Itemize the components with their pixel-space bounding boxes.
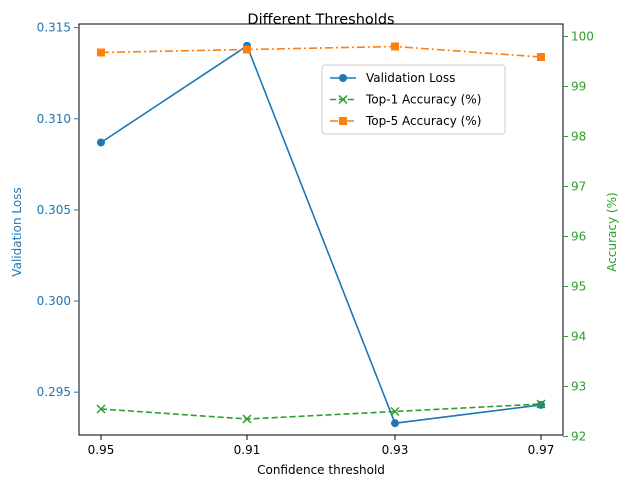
legend-label: Top-5 Accuracy (%) bbox=[365, 114, 481, 128]
y-right-tick-label: 99 bbox=[571, 80, 586, 94]
series-line-3 bbox=[100, 45, 542, 58]
y-right-tick-label: 94 bbox=[571, 330, 586, 344]
y-right-tick-label: 97 bbox=[571, 180, 586, 194]
legend-label: Validation Loss bbox=[366, 71, 455, 85]
legend-marker bbox=[339, 117, 347, 125]
y-left-tick-label: 0.300 bbox=[37, 294, 71, 308]
series-3-point bbox=[537, 53, 545, 61]
data-markers bbox=[96, 41, 546, 428]
y-axis-left: 0.295 0.300 0.305 0.310 0.315 bbox=[37, 21, 79, 399]
y-right-tick-label: 100 bbox=[571, 30, 594, 44]
x-tick-label: 0.95 bbox=[88, 443, 115, 457]
y-left-tick-label: 0.295 bbox=[37, 385, 71, 399]
y-left-tick-label: 0.315 bbox=[37, 21, 71, 35]
x-tick-label: 0.91 bbox=[234, 443, 261, 457]
y-axis-right-label: Accuracy (%) bbox=[605, 192, 619, 271]
y-right-tick-label: 95 bbox=[571, 280, 586, 294]
series-2-point bbox=[96, 404, 106, 414]
x-tick-label: 0.93 bbox=[382, 443, 409, 457]
series-line-1 bbox=[100, 44, 542, 425]
y-left-tick-label: 0.310 bbox=[37, 112, 71, 126]
y-right-tick-label: 96 bbox=[571, 230, 586, 244]
y-right-tick-label: 92 bbox=[571, 430, 586, 444]
series-3-point bbox=[391, 42, 399, 51]
legend-marker bbox=[338, 94, 348, 105]
x-axis: 0.95 0.91 0.93 0.97 bbox=[88, 435, 555, 457]
y-axis-right: 92 93 94 95 96 97 98 99 100 bbox=[563, 30, 594, 444]
plot-frame bbox=[78, 23, 564, 436]
series-2-point bbox=[242, 414, 252, 424]
plot-lines bbox=[100, 44, 542, 425]
x-axis-label: Confidence threshold bbox=[257, 463, 385, 477]
legend-marker bbox=[339, 74, 347, 82]
series-1-point bbox=[97, 138, 105, 147]
y-right-tick-label: 93 bbox=[571, 380, 586, 394]
chart-title: Different Thresholds bbox=[247, 12, 394, 28]
y-left-tick-label: 0.305 bbox=[37, 203, 71, 217]
legend-label: Top-1 Accuracy (%) bbox=[365, 93, 481, 107]
legend: Validation Loss Top-1 Accuracy (%) Top-5 A… bbox=[321, 64, 506, 135]
x-tick-label: 0.97 bbox=[528, 443, 555, 457]
legend-box bbox=[321, 64, 506, 135]
series-line-2 bbox=[100, 403, 542, 420]
y-right-tick-label: 98 bbox=[571, 130, 586, 144]
series-2-point bbox=[390, 406, 400, 417]
series-3-point bbox=[97, 48, 105, 57]
series-3-point bbox=[243, 45, 251, 54]
y-axis-left-label: Validation Loss bbox=[10, 187, 24, 276]
legend-entries: Validation Loss Top-1 Accuracy (%) Top-5 A… bbox=[330, 71, 481, 128]
series-1-point bbox=[391, 419, 399, 428]
series-2-point bbox=[536, 399, 546, 409]
